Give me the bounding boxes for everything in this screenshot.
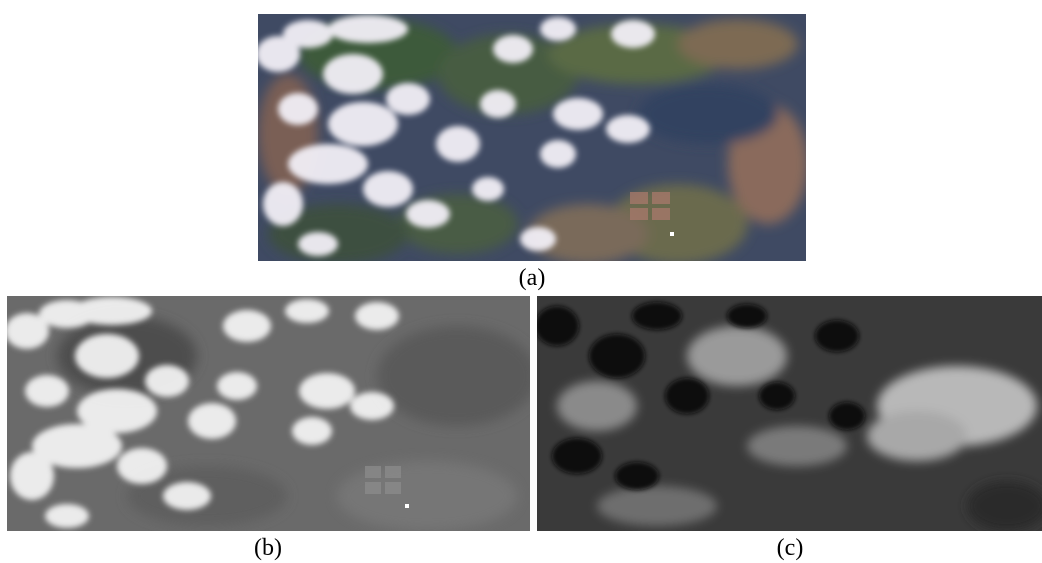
satellite-image-grayscale (7, 296, 530, 531)
satellite-image-rgb (258, 14, 806, 261)
caption-b: (b) (254, 535, 282, 561)
satellite-image-index (537, 296, 1042, 531)
caption-c: (c) (776, 535, 804, 561)
caption-a: (a) (518, 265, 546, 291)
